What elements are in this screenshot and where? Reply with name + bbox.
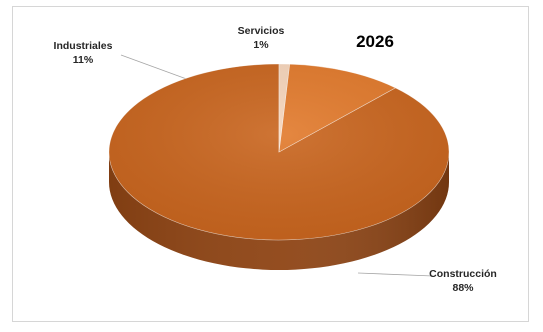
pie-labels: Construcción 88% Industriales 11% Servicios 1… — [54, 25, 497, 294]
pie-tops — [108, 63, 450, 241]
chart-title: 2026 — [356, 32, 394, 51]
slice-label-construccion: Construcción — [429, 268, 497, 280]
slice-value-construccion: 88% — [452, 282, 474, 294]
chart-frame: 2026 Construcción 88% Industriales 11% Servi… — [12, 6, 529, 322]
pie-sides — [109, 152, 449, 270]
slice-label-servicios: Servicios — [238, 25, 285, 37]
pie-chart: 2026 Construcción 88% Industriales 11% Servi… — [54, 25, 497, 294]
slice-label-industriales: Industriales — [54, 40, 113, 52]
leader-line-construccion — [357, 272, 434, 277]
pie-side-shade — [109, 152, 449, 270]
slice-value-servicios: 1% — [253, 39, 269, 51]
slice-value-industriales: 11% — [73, 54, 94, 66]
pie-top-shade — [109, 64, 449, 240]
